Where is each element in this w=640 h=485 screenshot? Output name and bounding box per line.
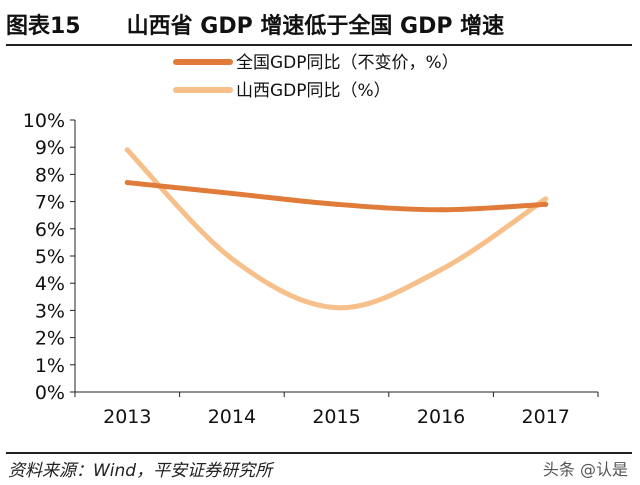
x-tick-label-4: 2017: [522, 406, 570, 428]
series-0-point-4: [543, 201, 549, 207]
y-tick-label-0: 0%: [35, 382, 65, 404]
series-line-1: [124, 147, 549, 311]
figure-title: 山西省 GDP 增速低于全国 GDP 增速: [126, 14, 505, 39]
figure-label: 图表15: [6, 14, 81, 39]
series-1-point-3: [438, 267, 444, 273]
legend-label-0: 全国GDP同比（不变价，%）: [236, 53, 459, 73]
watermark: 头条 @认是: [542, 460, 628, 479]
y-tick-label-9: 9%: [35, 137, 65, 159]
series-0-point-0: [124, 180, 130, 186]
series-0-point-1: [229, 190, 235, 196]
y-tick-label-7: 7%: [35, 192, 65, 214]
y-tick-label-2: 2%: [35, 328, 65, 350]
title-divider: [6, 44, 632, 46]
series-1-point-4: [543, 196, 549, 202]
y-tick-label-10: 10%: [23, 110, 65, 132]
legend-label-1: 山西GDP同比（%）: [236, 81, 391, 101]
y-tick-label-4: 4%: [35, 273, 65, 295]
chart-title: 图表15 山西省 GDP 增速低于全国 GDP 增速: [6, 6, 632, 42]
series-1-point-1: [229, 256, 235, 262]
series-0-point-2: [334, 201, 339, 207]
y-tick-label-3: 3%: [35, 300, 65, 322]
y-tick-label-8: 8%: [35, 164, 65, 186]
footer-divider: [6, 452, 632, 454]
x-tick-label-2: 2015: [312, 406, 360, 428]
series-0-point-3: [438, 207, 444, 213]
series-1-point-2: [334, 305, 339, 311]
line-chart: 全国GDP同比（不变价，%） 山西GDP同比（%） 0% 1% 2% 3% 4% 5% 6% 7%…: [23, 53, 599, 428]
y-tick-label-1: 1%: [35, 355, 65, 377]
x-tick-label-0: 2013: [103, 406, 151, 428]
x-tick-label-3: 2016: [417, 406, 465, 428]
source-note: 资料来源：Wind，平安证券研究所: [8, 461, 273, 481]
series-1-point-0: [124, 147, 130, 153]
y-tick-label-5: 5%: [35, 246, 65, 268]
x-tick-label-1: 2014: [208, 406, 256, 428]
y-tick-label-6: 6%: [35, 219, 65, 241]
